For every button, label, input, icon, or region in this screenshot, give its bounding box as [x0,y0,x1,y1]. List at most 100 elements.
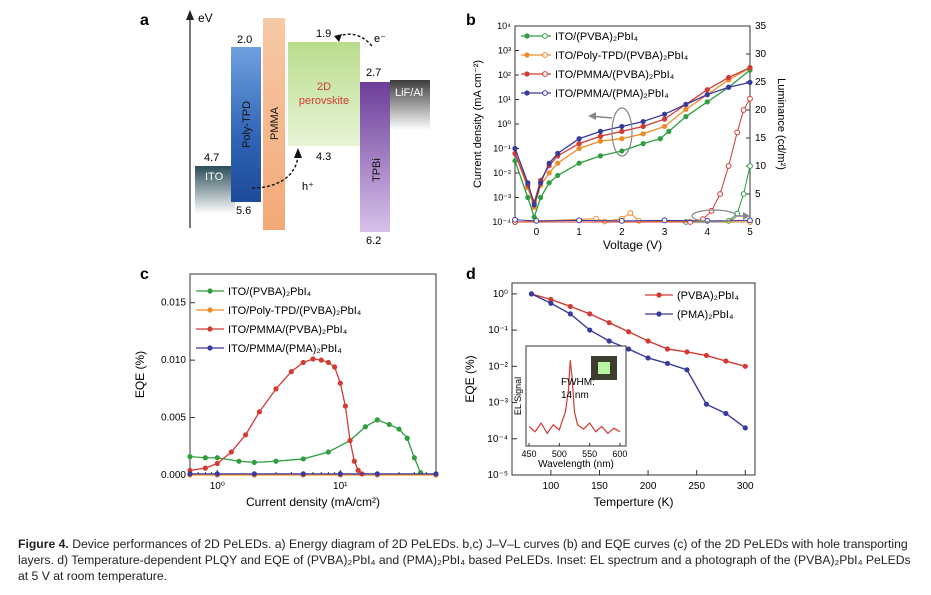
panel-b-jv-point [531,202,537,208]
panel-d-ylabel: EQE (%) [463,355,477,402]
panel-c-legend-marker [207,345,213,351]
panel-b-jv-point [683,106,689,112]
panel-b-jv-point [683,114,689,120]
panel-b-lum-point [734,129,741,136]
panel-b-jv-point [555,160,561,166]
panel-c-point [355,467,361,474]
panel-b-jv-point [726,84,732,90]
panel-b-jv-point [666,128,672,134]
panel-b-jv-point [597,133,604,139]
panel-b-lum-point [618,217,625,224]
panel-b-ytick-left-label: 10¹ [498,95,511,105]
panel-b-jv-point [597,138,604,144]
panel-b-jv-point [619,128,625,134]
panel-c-point [236,458,242,464]
panel-b-lum-point [512,216,518,223]
panel-b-ytick-left-label: 10⁻² [493,168,511,178]
panel-b-legend-marker [542,52,548,58]
panel-b-legend-marker [524,33,530,39]
panel-c-point [300,471,306,477]
panel-b-jv-point [546,170,552,176]
inset-fwhm-value: 14 nm [561,390,589,401]
panel-b-jv-point [704,92,710,98]
panel-c-point [337,471,343,477]
layer-lif-al [390,80,430,130]
panel-b-jv-line [514,69,751,220]
inset-fwhm-label: FWHM: [561,377,595,388]
panel-d-legend-marker [656,292,662,298]
panel-d-line [531,293,746,367]
panel-c-point [214,460,220,467]
layer-poly-tpd-name: Poly-TPD [241,101,253,148]
layer-tpbi-name: TPBi [371,158,383,182]
panel-b-ytick-right-label: 15 [755,133,767,144]
panel-b-jv-point [576,141,582,147]
panel-d-legend-label: (PVBA)₂PbI₄ [677,290,739,302]
hole-label: h⁺ [302,181,314,193]
panel-d-xtick-label: 100 [543,481,560,492]
panel-b-lum-line [515,98,751,223]
panel-b-ytick-right-label: 5 [755,189,761,200]
panel-d-ytick-label: 10⁻³ [488,398,508,409]
panel-b-xtick-label: 0 [534,227,540,238]
layer-poly-tpd-bottom: 5.6 [236,205,251,217]
panel-d-ytick-label: 10⁰ [493,289,508,300]
panel-b-ytick-right-label: 20 [755,105,767,116]
panel-c-xlabel: Current density (mA/cm²) [246,495,380,509]
panel-b-jv-point [683,101,689,108]
panel-b-ytick-right-label: 10 [755,161,767,172]
panel-c-point [374,417,380,423]
panel-c-point [337,380,343,386]
panel-d-series [528,291,748,431]
panel-d-inset: 450 500 550 600 FWHM: 14 nm Wavelength (nm)… [513,345,627,470]
panel-b-jv-point [512,145,518,152]
panel-c-point [325,449,331,455]
panel-b-legend-label: ITO/Poly-TPD/(PVBA)₂PbI₄ [555,50,689,62]
panel-c-legend-label: ITO/PMMA/(PMA)₂PbI₄ [228,343,342,355]
layer-perovskite-top: 1.9 [316,28,331,40]
panel-b-jv-point [538,180,544,186]
panel-c-point [187,454,193,460]
panel-c-legend-label: ITO/Poly-TPD/(PVBA)₂PbI₄ [228,305,362,317]
panel-d-point [548,300,554,306]
panel-b-jv-point [597,128,604,134]
panel-d-point [528,291,535,297]
panel-b-jv-point [525,180,531,186]
panel-b-legend-marker [542,33,548,39]
layer-perovskite-name-1: 2D [317,81,331,93]
inset-el-spectrum [528,360,621,435]
panel-b-jv-point [640,123,646,130]
panel-b-jv-point [619,136,625,142]
panel-b-lum-point [740,191,747,197]
panel-c-point [273,458,279,464]
panel-c-point [404,435,410,441]
panel-b-legend-marker [542,90,548,96]
panel-b-ytick-left-label: 10⁻¹ [493,144,511,154]
panel-c-point [318,357,324,363]
panel-c-point [325,359,331,366]
layer-poly-tpd-top: 2.0 [237,34,252,46]
panel-d-legend: (PVBA)₂PbI₄ (PMA)₂PbI₄ [645,290,739,321]
panel-b-jv-point [657,136,663,142]
panel-d-legend-marker [656,311,662,317]
panel-d-xlabel: Temperture (K) [593,495,673,509]
panel-c-legend: ITO/(PVBA)₂PbI₄ ITO/Poly-TPD/(PVBA)₂PbI₄ I… [196,286,362,355]
panel-b-xtick-label: 2 [619,227,625,238]
panel-b-jv-point [546,180,552,186]
panel-b-jv-point [640,141,646,147]
panel-b-series [512,65,753,225]
panel-b-ytick-right-label: 35 [755,21,767,32]
panel-c-point [300,456,306,462]
panel-c-point [202,455,208,461]
panel-c-legend-marker [207,288,213,294]
panel-d-xtick-label: 200 [640,481,657,492]
panel-c-ytick-label: 0.000 [161,470,186,481]
panel-c-xtick-label: 10¹ [333,481,348,492]
panel-c-point [310,356,316,362]
layer-pmma [263,18,285,230]
panel-b-lum-point [747,163,753,169]
figure-4: a eV ITO 4.7 2.0 5.6 Poly-TPD PMMA 1.9 4… [133,10,787,509]
panel-d-temperature-chart: d 100 150 200 250 300 10⁰ 10⁻¹ 10⁻² 10⁻³ 10⁻⁴ 10⁻⁵… [463,266,756,509]
layer-tpbi [360,82,390,232]
panel-b-annot-arrowhead-lum [743,212,750,220]
